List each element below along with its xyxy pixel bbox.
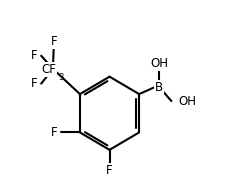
Text: CF: CF — [41, 63, 56, 76]
Text: F: F — [51, 126, 58, 139]
Text: B: B — [155, 81, 163, 94]
Text: OH: OH — [178, 95, 196, 108]
Text: F: F — [51, 35, 58, 48]
Text: F: F — [31, 49, 38, 62]
Text: 3: 3 — [58, 73, 64, 82]
Text: OH: OH — [150, 57, 168, 70]
Text: F: F — [106, 164, 113, 177]
Text: F: F — [31, 77, 38, 90]
